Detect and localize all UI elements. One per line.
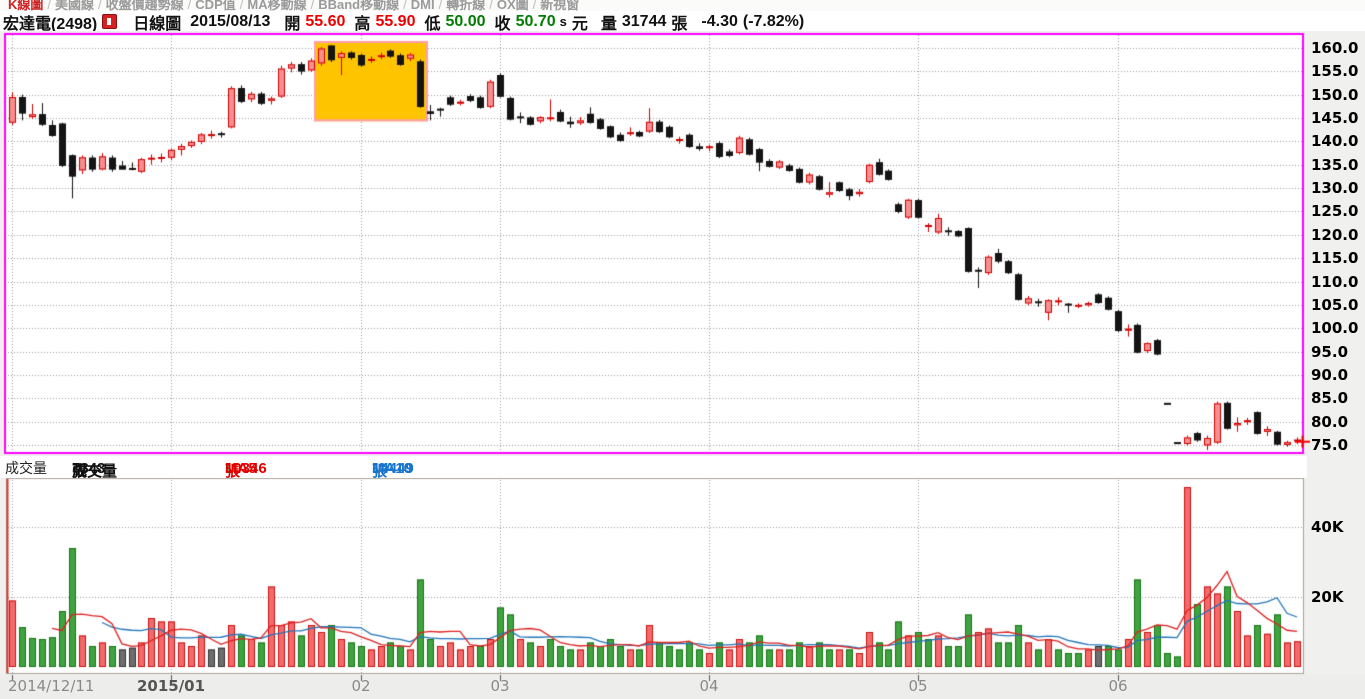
menu-bar: K線圖 / 美國線 / 收盤價趨勢線 / CDP值 / MA移動線 / BBand移動線 / DMI / 轉… (0, 0, 1365, 11)
price-axis-label: 75.0 (1311, 435, 1349, 454)
menu-item-1[interactable]: 美國線 (55, 0, 95, 11)
volume-readout-label: 成交量 (72, 463, 118, 480)
ma5-unit: 張 (225, 463, 241, 480)
volume-unit: 張 (671, 15, 688, 33)
menu-separator: / (239, 0, 244, 11)
price-axis-label: 135.0 (1311, 155, 1359, 174)
ma10-value: 14449 (372, 460, 414, 477)
price-axis-label: 140.0 (1311, 132, 1359, 151)
ma10-label: MA10 (372, 460, 413, 477)
high-label: 高 (354, 15, 371, 33)
stock-chart-canvas[interactable] (0, 31, 1365, 699)
price-axis-label: 80.0 (1311, 412, 1349, 431)
stock-name: 宏達電(2498) (3, 15, 98, 33)
change-value: -4.30 (701, 12, 738, 30)
change-percent: (-7.82%) (742, 12, 805, 30)
ma10-unit: 張 (372, 463, 388, 480)
menu-separator: / (187, 0, 192, 11)
price-axis-label: 85.0 (1311, 389, 1349, 408)
menu-separator: / (532, 0, 537, 11)
menu-item-7[interactable]: 轉折線 (446, 0, 486, 11)
date-axis-label: 06 (1108, 677, 1128, 695)
menu-item-4[interactable]: MA移動線 (247, 0, 307, 11)
menu-separator: / (47, 0, 52, 11)
low-label: 低 (424, 15, 441, 33)
volume-axis-label: 20K (1311, 588, 1344, 606)
close-value: 50.70 (515, 12, 556, 30)
open-value: 55.60 (305, 12, 346, 30)
menu-item-9[interactable]: 新視窗 (540, 0, 580, 11)
volume-pane-header: 成交量 成交量 7343 ↓ 張 MA5 10346 ↓ 張 MA10 14449 ↓… (0, 456, 1307, 480)
date-axis-label: 03 (490, 677, 510, 695)
menu-item-2[interactable]: 收盤價趨勢線 (105, 0, 184, 11)
high-value: 55.90 (375, 12, 416, 30)
price-axis-label: 115.0 (1311, 249, 1359, 268)
quote-date: 2015/08/13 (190, 12, 271, 30)
price-axis-label: 120.0 (1311, 225, 1359, 244)
menu-separator: / (489, 0, 493, 11)
down-arrow-icon: ↓ (372, 460, 380, 477)
volume-readout-value: 7343 (72, 460, 106, 477)
menu-items: K線圖 / 美國線 / 收盤價趨勢線 / CDP值 / MA移動線 / BBand移動線 / DMI / 轉… (8, 0, 579, 11)
date-axis-label: 2014/12/11 (8, 677, 95, 695)
down-arrow-icon: ↓ (225, 460, 233, 477)
date-axis-label: 02 (351, 677, 371, 695)
volume-axis-label: 40K (1311, 518, 1344, 536)
tick-flag: s (559, 14, 567, 29)
price-axis-label: 150.0 (1311, 85, 1359, 104)
menu-item-6[interactable]: DMI (410, 0, 435, 11)
menu-item-0[interactable]: K線圖 (8, 0, 44, 11)
chart-type-label: 日線圖 (133, 15, 182, 33)
volume-label: 量 (600, 15, 617, 33)
price-axis-label: 110.0 (1311, 272, 1359, 291)
menu-item-5[interactable]: BBand移動線 (318, 0, 400, 11)
price-unit: 元 (571, 15, 588, 33)
price-axis-label: 125.0 (1311, 202, 1359, 221)
date-axis-label: 2015/01 (136, 677, 206, 695)
price-axis-label: 95.0 (1311, 342, 1349, 361)
close-label: 收 (494, 15, 511, 33)
price-axis-label: 105.0 (1311, 295, 1359, 314)
quote-bar: 宏達電(2498) 日線圖 2015/08/13 開 55.60 高 55.90… (0, 11, 1365, 33)
price-axis-label: 130.0 (1311, 179, 1359, 198)
down-arrow-icon: ↓ (72, 460, 80, 477)
menu-separator: / (403, 0, 407, 11)
price-axis-label: 145.0 (1311, 109, 1359, 128)
menu-separator: / (310, 0, 315, 11)
price-axis-label: 155.0 (1311, 62, 1359, 81)
menu-item-3[interactable]: CDP值 (195, 0, 236, 11)
menu-separator: / (98, 0, 102, 11)
low-value: 50.00 (445, 12, 486, 30)
date-axis-label: 04 (699, 677, 719, 695)
ma5-label: MA5 (225, 460, 257, 477)
menu-separator: / (438, 0, 443, 11)
open-label: 開 (284, 15, 301, 33)
volume-pane-title: 成交量 (5, 460, 47, 476)
stock-flag-icon[interactable] (102, 14, 118, 29)
price-axis-label: 100.0 (1311, 319, 1359, 338)
ma5-value: 10346 (225, 460, 267, 477)
price-axis-label: 160.0 (1311, 39, 1359, 57)
volume-readout-unit: 張 (72, 463, 88, 480)
price-axis-label: 90.0 (1311, 365, 1349, 384)
volume-value: 31744 (621, 12, 667, 30)
date-axis-label: 05 (908, 677, 928, 695)
menu-item-8[interactable]: OX圖 (496, 0, 529, 11)
